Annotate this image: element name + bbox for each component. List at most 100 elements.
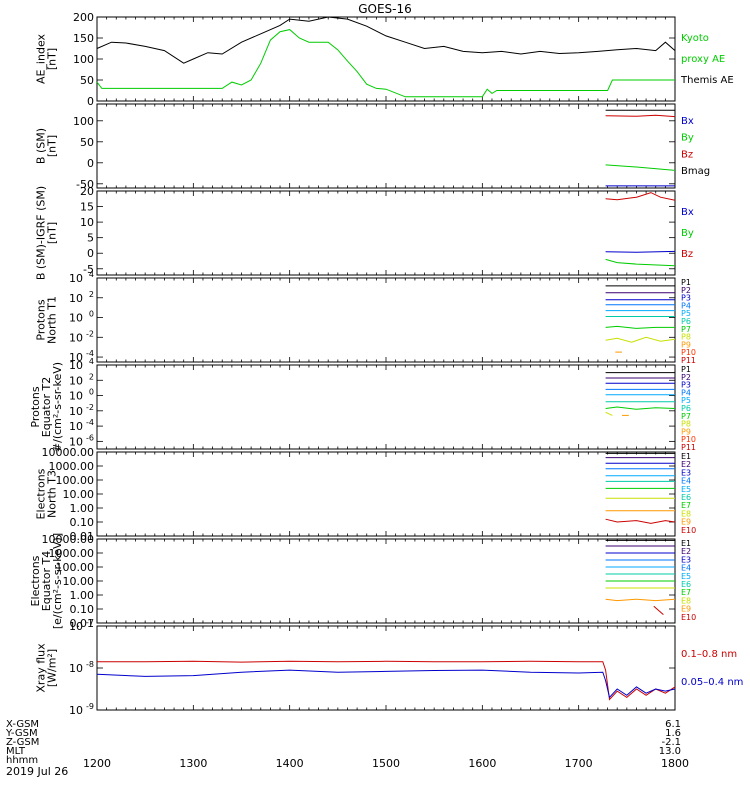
y-axis-label: AE_index <box>35 33 48 84</box>
y-tick-exponent: 2 <box>89 372 94 381</box>
legend-entry: P3 <box>681 381 691 390</box>
series-line <box>605 164 676 171</box>
series-line <box>97 660 676 701</box>
x-tick-label: 1600 <box>468 757 496 770</box>
ephemeris-value: -2.1 <box>661 737 681 748</box>
y-tick-exponent: -2 <box>86 329 94 338</box>
legend-entry: P4 <box>681 388 691 397</box>
y-axis-label: Equator T2 <box>40 377 53 437</box>
legend-entry: P1 <box>681 365 691 374</box>
legend-entry: E5 <box>681 572 691 581</box>
y-tick-exponent: 0 <box>89 310 94 319</box>
series-line <box>605 258 676 267</box>
legend-entry: E10 <box>681 526 696 535</box>
legend-entry: E3 <box>681 555 691 564</box>
legend-entry: E1 <box>681 452 691 461</box>
y-tick-label: 10.00 <box>63 488 95 501</box>
y-tick-label: 0.10 <box>70 516 95 529</box>
y-tick-exponent: 2 <box>89 290 94 299</box>
legend-entry: 0.1–0.8 nm <box>681 649 737 660</box>
legend-entry: Themis AE <box>680 75 734 86</box>
series-line <box>605 598 676 602</box>
y-axis-label: Equator T4 <box>40 551 53 611</box>
y-tick-label: 50 <box>80 74 94 87</box>
x-axis-tick-labels: 1200 1300 1400 1500 1600 1700 1800 <box>83 757 689 770</box>
y-tick-label: 0 <box>87 95 94 108</box>
legend-entry: 0.05–0.4 nm <box>681 677 743 688</box>
y-tick-exponent: 0 <box>89 388 94 397</box>
y-tick-label: 1000.00 <box>49 547 95 560</box>
ephemeris-label: Z-GSM <box>6 737 39 748</box>
legend-entry: P1 <box>681 278 691 287</box>
y-tick-label: 0.10 <box>70 603 95 616</box>
legend-entry: P2 <box>681 286 691 295</box>
ephemeris-label: MLT <box>6 746 26 757</box>
legend-entry: Bx <box>681 207 694 218</box>
y-axis-label: [nT] <box>46 135 59 157</box>
plot-title: GOES-16 <box>358 2 412 16</box>
panel-1: 0 50 100 150 200 AE_index[nT] Kyoto proxy AE The… <box>35 11 734 108</box>
legend-entry: P6 <box>681 317 691 326</box>
y-tick-label: 100.00 <box>56 474 95 487</box>
y-tick-exponent: -6 <box>86 433 94 442</box>
y-tick-label: 10000.00 <box>42 446 95 459</box>
y-tick-label: 10 <box>69 420 83 433</box>
y-tick-label: 10 <box>69 272 83 285</box>
legend-entry: P7 <box>681 412 691 421</box>
y-tick-label: 0.01 <box>70 617 95 630</box>
y-tick-label: 1.00 <box>70 589 95 602</box>
legend-entry: P9 <box>681 427 691 436</box>
legend-entry: E1 <box>681 539 691 548</box>
y-tick-label: 10 <box>69 662 83 675</box>
legend-entry: E2 <box>681 547 691 556</box>
y-tick-label: 0 <box>87 247 94 260</box>
legend-entry: P6 <box>681 404 691 413</box>
y-tick-label: 200 <box>73 11 94 24</box>
y-axis-label: North T3 <box>46 470 59 518</box>
x-tick-label: 1300 <box>179 757 207 770</box>
panel-2: -50 0 50 100 B (SM)[nT] Bx By Bz Bmag <box>35 103 710 191</box>
legend-entry: E9 <box>681 518 691 527</box>
legend-entry: Bz <box>681 249 693 260</box>
legend-entry: P2 <box>681 373 691 382</box>
y-tick-label: 10 <box>69 620 83 633</box>
y-tick-label: 150 <box>73 32 94 45</box>
legend-entry: P8 <box>681 420 691 429</box>
legend-entry: P7 <box>681 325 691 334</box>
legend-entry: Bz <box>681 149 693 160</box>
legend-entry: P10 <box>681 348 696 357</box>
y-axis-label: Protons <box>29 386 42 427</box>
ephemeris-label: Y-GSM <box>5 728 38 739</box>
y-tick-label: 10 <box>80 216 94 229</box>
y-axis-label: [W/m²] <box>46 649 59 687</box>
y-axis-label: Protons <box>35 299 48 340</box>
panel-7: 0.010.101.0010.00100.001000.0010000.00El… <box>29 533 696 630</box>
legend-entry: P11 <box>681 356 696 365</box>
legend-entry: E7 <box>681 588 691 597</box>
series-line <box>605 336 676 343</box>
y-axis-label: B (SM) <box>35 128 48 164</box>
ephemeris-value: 1.6 <box>665 728 681 739</box>
series-line <box>605 406 676 410</box>
y-axis-label: B (SM)-IGRF (SM) <box>35 186 48 280</box>
y-tick-label: 1000.00 <box>49 460 95 473</box>
legend-entry: proxy AE <box>681 54 725 65</box>
legend-entry: E5 <box>681 485 691 494</box>
y-tick-exponent: -4 <box>86 418 94 427</box>
legend-entry: E7 <box>681 501 691 510</box>
panel-3: -5 0 5 10 15 20 B (SM)-IGRF (SM)[nT] Bx By Bz <box>35 185 694 280</box>
x-tick-label: 1200 <box>83 757 111 770</box>
y-tick-label: 15 <box>80 201 94 214</box>
legend-entry: E9 <box>681 605 691 614</box>
legend-entry: E8 <box>681 509 691 518</box>
y-axis-label: Electrons <box>35 468 48 519</box>
y-tick-label: 10 <box>69 390 83 403</box>
y-tick-label: 0 <box>87 157 94 170</box>
y-tick-label: 100.00 <box>56 561 95 574</box>
y-tick-exponent: -8 <box>86 660 94 669</box>
